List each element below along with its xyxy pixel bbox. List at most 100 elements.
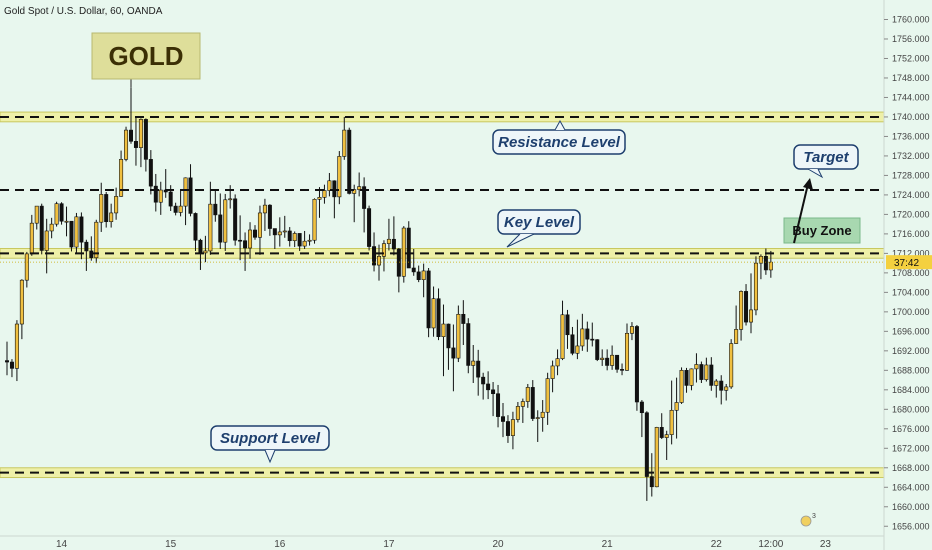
annotations-layer: GOLD Resistance Level Key Level Support Lev… (91, 32, 861, 464)
candle-body-up (178, 205, 183, 213)
candle-body-up (714, 380, 719, 386)
candle-body-down (500, 416, 505, 422)
candle-body-up (228, 198, 233, 201)
candle-body-up (19, 279, 24, 325)
candle-body-down (585, 328, 590, 340)
candle-body-up (322, 190, 327, 198)
alert-bell-icon (800, 515, 812, 527)
candle-body-up (689, 368, 694, 386)
candle-body-up (277, 231, 282, 236)
candle-body-up (768, 261, 773, 271)
candle-body-up (421, 270, 426, 280)
candle-body-up (158, 189, 163, 203)
candle-body-up (49, 223, 54, 232)
price-tick-label: 1684.000 (892, 385, 930, 395)
candle-body-down (595, 339, 600, 360)
candle-body-down (153, 185, 158, 203)
candle-body-down (605, 357, 610, 366)
gold-label-text: GOLD (108, 41, 183, 71)
candle-body-down (104, 194, 109, 223)
candle-body-down (505, 421, 510, 436)
candle-body-up (674, 402, 679, 411)
candle-body-down (362, 186, 367, 209)
candle-body-up (535, 417, 540, 419)
candle-body-down (620, 369, 625, 371)
candle-body-down (143, 119, 148, 160)
gold-label-box (91, 32, 201, 80)
candle-body-up (441, 323, 446, 338)
candle-body-up (669, 409, 674, 435)
support-label-text: Support Level (220, 430, 321, 447)
candle-body-down (198, 239, 203, 254)
candle-body-down (84, 241, 89, 252)
candle-body-up (124, 129, 129, 160)
price-axis: 1656.000 1660.000 1664.000 1668.000 1672.000… (884, 14, 932, 531)
key-label-text: Key Level (504, 214, 575, 231)
price-tick-label: 1748.000 (892, 73, 930, 83)
candle-body-down (461, 313, 466, 324)
price-tick-label: 1696.000 (892, 326, 930, 336)
candle-body-down (272, 228, 277, 236)
time-tick-label: 17 (383, 539, 395, 550)
candle-body-up (629, 326, 634, 334)
price-tick-label: 1752.000 (892, 53, 930, 63)
price-tick-label: 1728.000 (892, 170, 930, 180)
candle-body-up (138, 119, 143, 148)
candle-body-down (699, 364, 704, 380)
candle-body-down (69, 220, 74, 248)
buy-zone-text: Buy Zone (792, 223, 851, 238)
candle-body-up (471, 360, 476, 366)
candle-body-up (54, 203, 59, 225)
candle-body-up (327, 180, 332, 191)
candle-body-up (94, 221, 99, 259)
time-tick-label: 16 (274, 539, 286, 550)
support-pointer (264, 449, 276, 464)
candle-body-up (401, 227, 406, 277)
time-axis: 14 15 16 17 20 21 22 12:00 23 3 (56, 513, 831, 550)
candle-body-up (317, 197, 322, 200)
candle-body-down (763, 256, 768, 271)
candle-body-down (436, 298, 441, 338)
candle-body-down (129, 129, 134, 142)
candle-body-up (724, 386, 729, 391)
candle-body-up (739, 291, 744, 330)
candle-body-up (729, 343, 734, 388)
candle-body-up (257, 212, 262, 238)
target-label-box (793, 144, 859, 170)
candle-body-down (367, 208, 372, 247)
candle-body-up (386, 238, 391, 244)
candle-body-up (302, 240, 307, 247)
candle-body-down (5, 360, 10, 363)
candle-body-down (481, 376, 486, 385)
candle-body-down (267, 204, 272, 229)
price-tick-label: 1760.000 (892, 14, 930, 24)
resistance-label-text: Resistance Level (498, 134, 621, 151)
candle-body-up (734, 329, 739, 344)
candle-body-up (704, 364, 709, 380)
candle-body-down (133, 141, 138, 148)
price-tick-label: 1656.000 (892, 521, 930, 531)
candle-body-down (496, 393, 501, 417)
candle-body-up (99, 194, 104, 223)
candle-body-up (282, 230, 287, 233)
price-tick-label: 1704.000 (892, 287, 930, 297)
price-tick-label: 1732.000 (892, 151, 930, 161)
candle-body-down (466, 323, 471, 366)
candle-body-up (357, 186, 362, 190)
price-tick-label: 1668.000 (892, 463, 930, 473)
candle-body-up (208, 203, 213, 252)
price-tick-label: 1720.000 (892, 209, 930, 219)
candle-body-down (193, 213, 198, 241)
key-pointer (506, 233, 535, 248)
price-tick-label: 1744.000 (892, 92, 930, 102)
time-tick-label: 12:00 (758, 539, 783, 550)
candle-body-up (307, 239, 312, 242)
candle-body-down (416, 271, 421, 280)
candle-body-up (654, 427, 659, 488)
candle-body-up (600, 357, 605, 360)
candle-body-down (446, 323, 451, 349)
time-tick-label: 21 (602, 539, 614, 550)
candle-body-down (79, 216, 84, 243)
candle-body-up (352, 189, 357, 194)
